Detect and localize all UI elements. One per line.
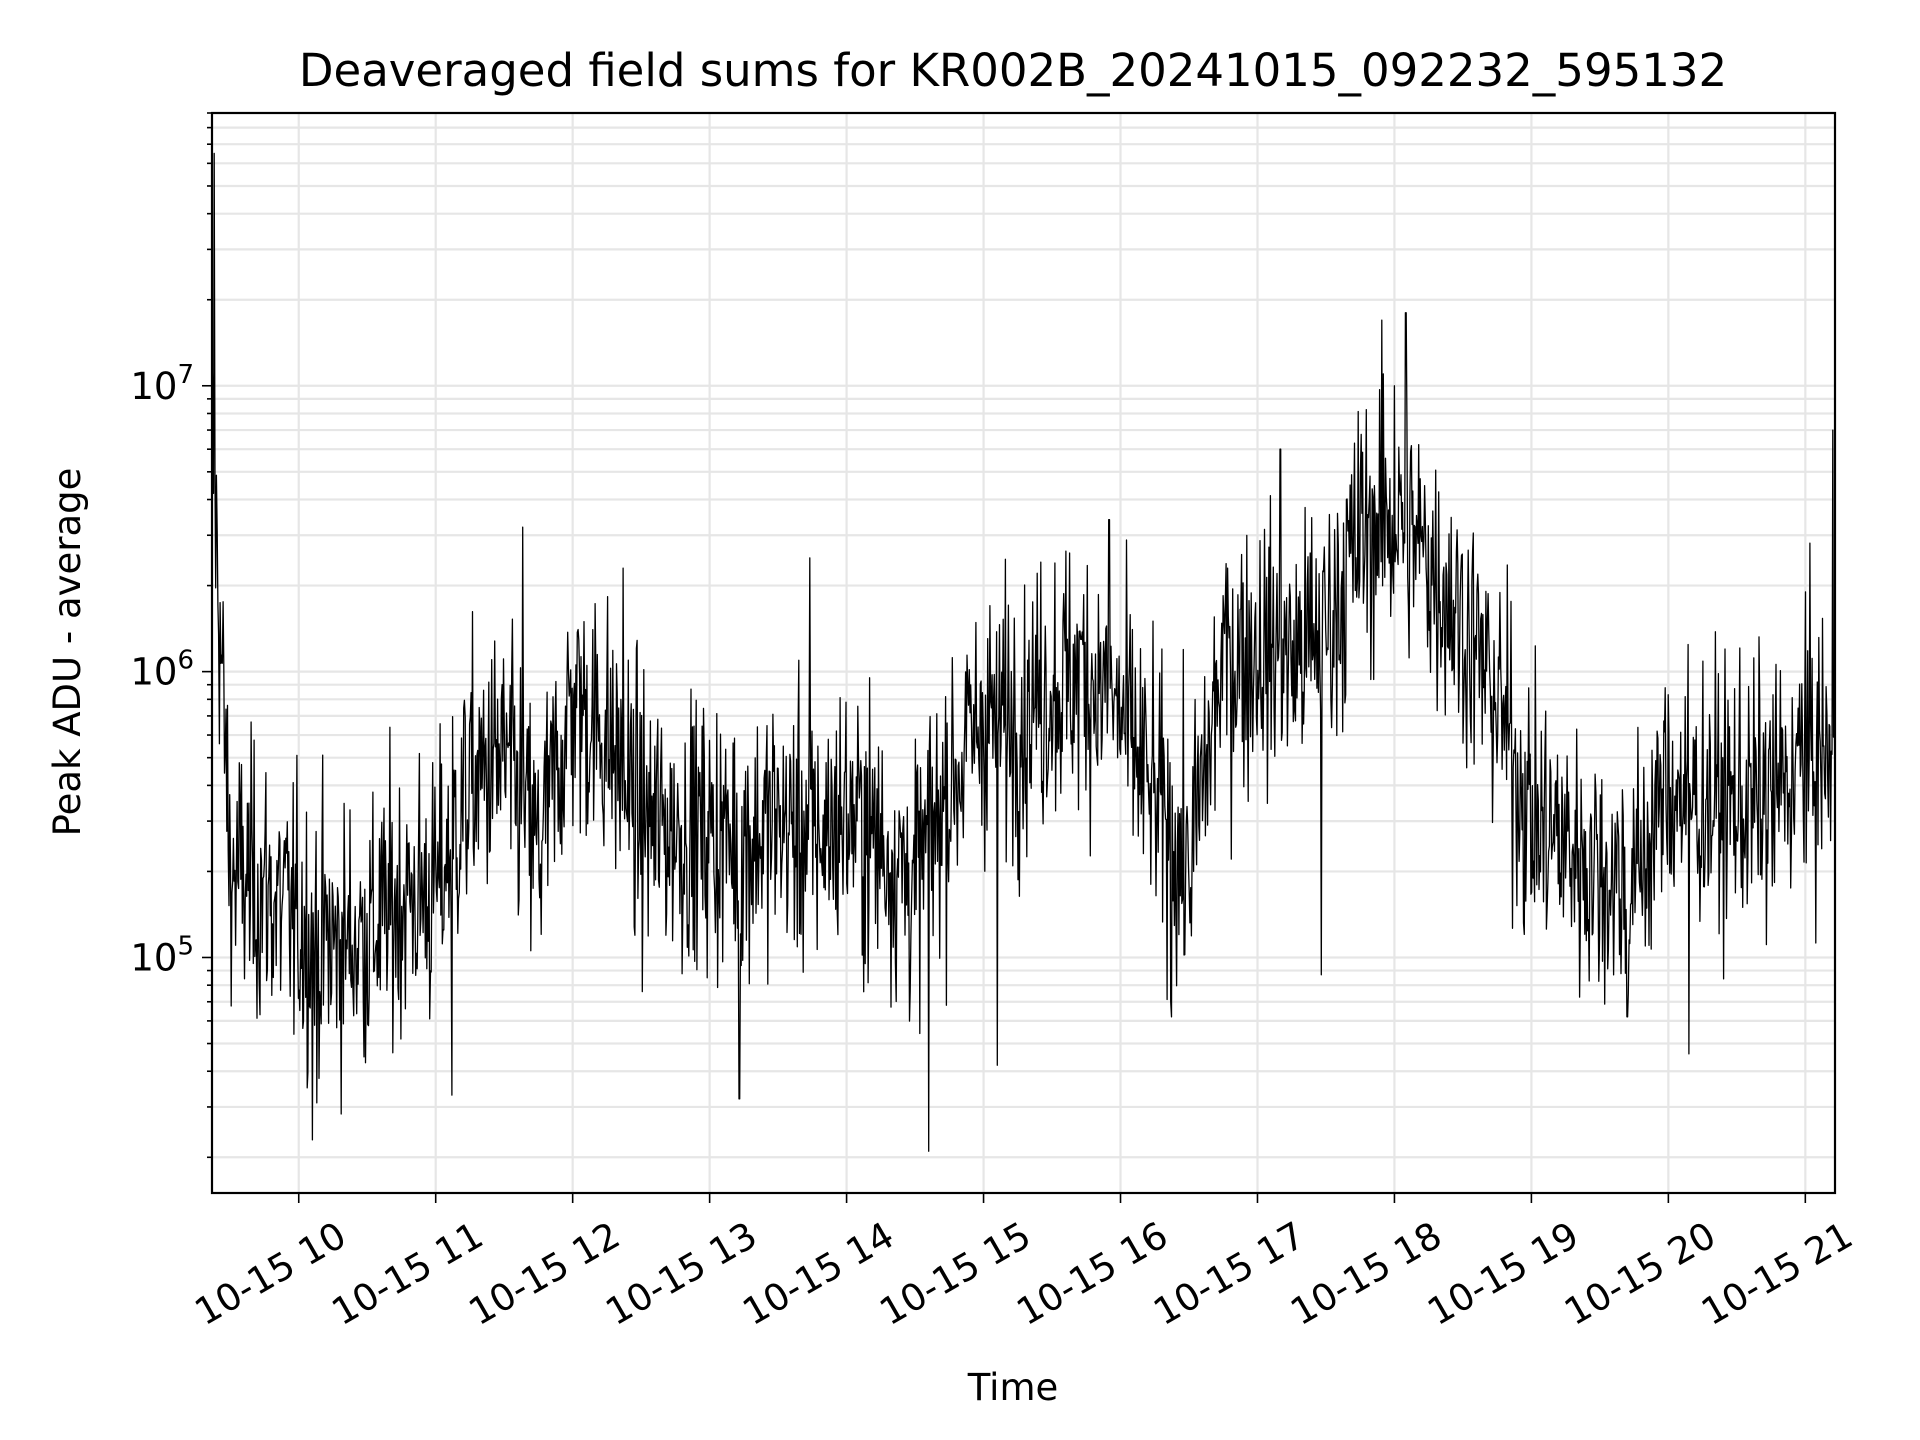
y-tick-label: 107 (130, 360, 194, 408)
y-tick-exponent: 7 (177, 360, 194, 390)
y-axis-label: Peak ADU - average (46, 468, 89, 837)
y-tick-base: 10 (130, 365, 177, 408)
x-axis-label: Time (967, 1366, 1059, 1409)
plot-frame (210, 111, 1837, 1195)
series-line (211, 152, 1836, 1152)
y-tick-base: 10 (130, 936, 177, 979)
y-tick-exponent: 6 (177, 646, 194, 676)
y-tick-label: 105 (130, 931, 194, 979)
chart-title: Deaveraged field sums for KR002B_2024101… (299, 44, 1727, 97)
y-tick-exponent: 5 (177, 931, 194, 961)
series-layer (211, 152, 1836, 1152)
y-tick-base: 10 (130, 651, 177, 694)
y-tick-label: 106 (130, 646, 194, 694)
